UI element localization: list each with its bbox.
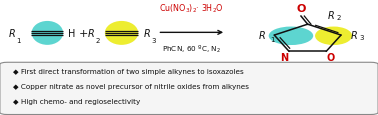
Text: O: O	[296, 4, 306, 14]
Text: Cu(NO$_3$)$_2$· 3H$_2$O: Cu(NO$_3$)$_2$· 3H$_2$O	[160, 2, 224, 15]
Text: +: +	[79, 29, 88, 39]
Text: ◆ First direct transformation of two simple alkynes to isoxazoles: ◆ First direct transformation of two sim…	[13, 69, 244, 75]
Text: R: R	[258, 30, 265, 40]
Text: 3: 3	[359, 35, 364, 41]
Text: R: R	[9, 29, 15, 39]
Text: H: H	[68, 29, 76, 39]
Text: PhCN, 60 ºC, N$_2$: PhCN, 60 ºC, N$_2$	[163, 44, 221, 55]
Text: N: N	[280, 53, 289, 63]
Text: O: O	[327, 53, 335, 63]
Text: ◆ High chemo- and regioselectivity: ◆ High chemo- and regioselectivity	[13, 98, 140, 104]
Text: ◆ Copper nitrate as novel precursor of nitrile oxides from alkynes: ◆ Copper nitrate as novel precursor of n…	[13, 83, 249, 89]
Text: R: R	[143, 29, 150, 39]
FancyBboxPatch shape	[0, 63, 378, 115]
Text: R: R	[328, 11, 335, 21]
Text: 2: 2	[337, 15, 341, 21]
Ellipse shape	[315, 27, 352, 46]
Text: R: R	[350, 30, 357, 40]
Ellipse shape	[105, 22, 138, 45]
Ellipse shape	[32, 22, 63, 45]
Text: 2: 2	[96, 38, 100, 44]
Text: R: R	[88, 29, 94, 39]
Ellipse shape	[269, 27, 313, 46]
Text: 1: 1	[17, 38, 21, 44]
Text: 1: 1	[270, 37, 274, 43]
Text: 3: 3	[151, 38, 156, 44]
